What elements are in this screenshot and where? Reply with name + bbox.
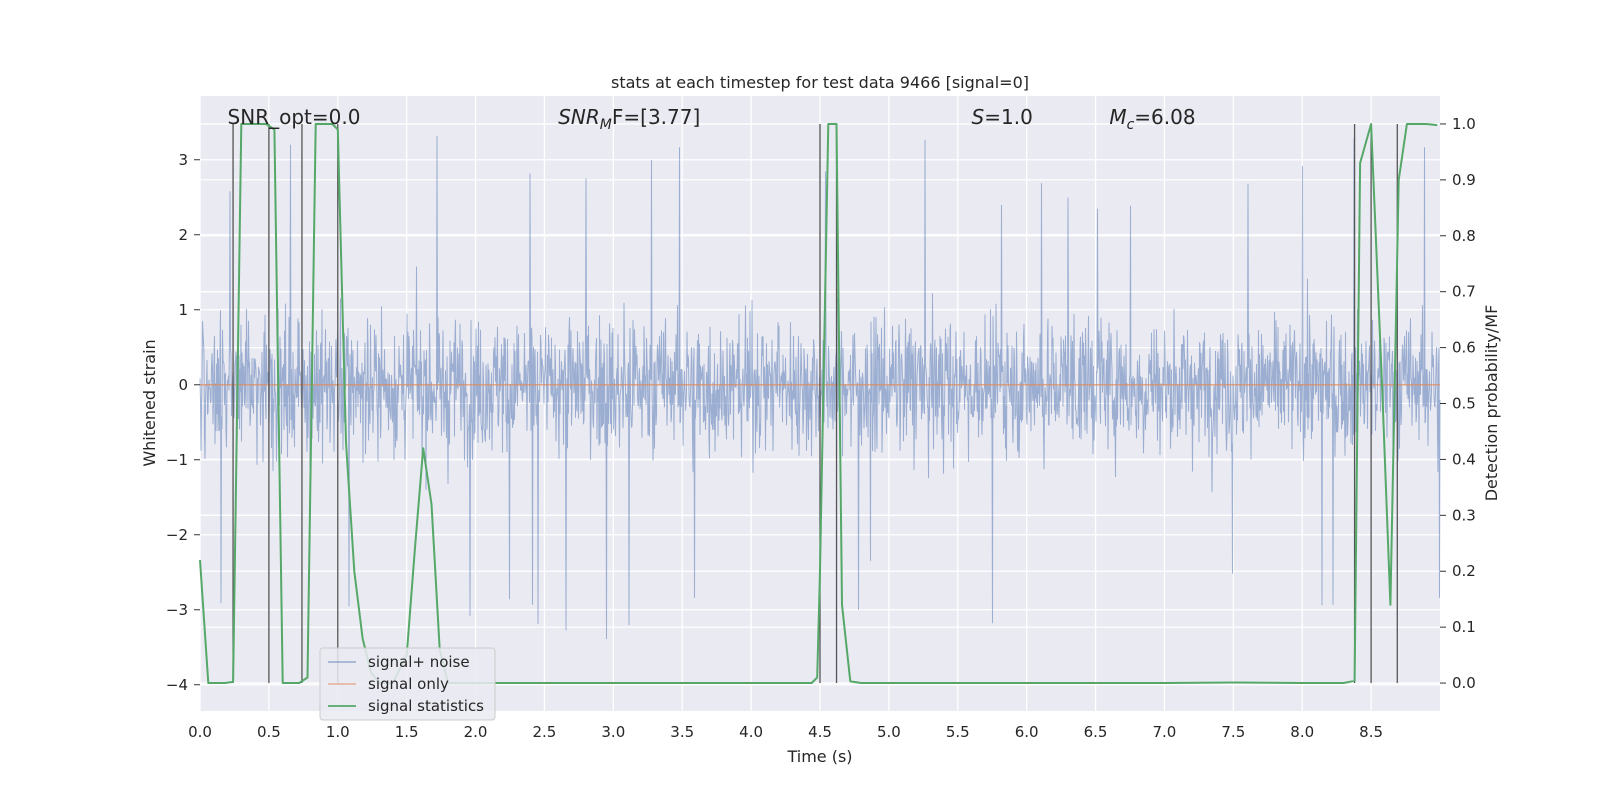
x-tick-label-3: 1.5 (395, 723, 419, 741)
right-tick-label-6: 0.4 (1452, 450, 1476, 468)
x-tick-label-7: 3.5 (670, 723, 694, 741)
x-tick-label-8: 4.0 (739, 723, 763, 741)
left-tick-label-2: 1 (178, 301, 188, 319)
legend-label-signal-statistics: signal statistics (368, 697, 484, 715)
left-tick-label-4: −1 (166, 451, 188, 469)
x-tick-label-10: 5.0 (877, 723, 901, 741)
y-axis-label-left: Whitened strain (140, 339, 159, 466)
legend-label-signal-noise: signal+ noise (368, 653, 470, 671)
x-tick-label-1: 0.5 (257, 723, 281, 741)
right-tick-label-3: 0.7 (1452, 283, 1476, 301)
legend-box (319, 647, 496, 721)
x-tick-label-9: 4.5 (808, 723, 832, 741)
legend: signal+ noise signal only signal statist… (319, 647, 496, 721)
right-axis: 1.0 0.9 0.8 0.7 0.6 0.5 0.4 0.3 0.2 0.1 0.0 (1440, 115, 1476, 692)
right-tick-label-9: 0.1 (1452, 618, 1476, 636)
right-tick-label-8: 0.2 (1452, 562, 1476, 580)
x-tick-label-0: 0.0 (188, 723, 212, 741)
legend-label-signal-only: signal only (368, 675, 449, 693)
annotation-0: SNR_opt=0.0 (228, 105, 361, 129)
chart-title: stats at each timestep for test data 946… (611, 73, 1029, 92)
x-tick-label-5: 2.5 (533, 723, 557, 741)
annotation-2: S=1.0 (972, 105, 1033, 129)
left-tick-label-7: −4 (166, 676, 188, 694)
x-tick-label-4: 2.0 (464, 723, 488, 741)
x-axis: 0.0 0.5 1.0 1.5 2.0 2.5 3.0 3.5 4.0 4.5 5.0 5.5 6.0 6… (188, 723, 1383, 741)
annotation-3: Mc=6.08 (1109, 105, 1195, 133)
left-tick-label-3: 0 (178, 376, 188, 394)
right-tick-label-10: 0.0 (1452, 674, 1476, 692)
right-tick-label-4: 0.6 (1452, 339, 1476, 357)
x-tick-label-6: 3.0 (601, 723, 625, 741)
x-tick-label-17: 8.5 (1359, 723, 1383, 741)
annotations: SNR_opt=0.0 SNRMF=[3.77] S=1.0 Mc=6.08 (228, 105, 1196, 133)
x-tick-label-14: 7.0 (1153, 723, 1177, 741)
x-axis-label: Time (s) (786, 747, 852, 766)
x-tick-label-2: 1.0 (326, 723, 350, 741)
x-tick-label-12: 6.0 (1015, 723, 1039, 741)
right-tick-label-0: 1.0 (1452, 115, 1476, 133)
x-tick-label-15: 7.5 (1221, 723, 1245, 741)
right-tick-label-1: 0.9 (1452, 171, 1476, 189)
left-tick-label-0: 3 (178, 151, 188, 169)
x-tick-label-13: 6.5 (1084, 723, 1108, 741)
right-tick-label-2: 0.8 (1452, 227, 1476, 245)
left-tick-label-1: 2 (178, 226, 188, 244)
x-tick-label-11: 5.5 (946, 723, 970, 741)
right-tick-label-7: 0.3 (1452, 506, 1476, 524)
right-tick-label-5: 0.5 (1452, 395, 1476, 413)
x-tick-label-16: 8.0 (1290, 723, 1314, 741)
annotation-1: SNRMF=[3.77] (558, 105, 700, 133)
left-tick-label-6: −3 (166, 601, 188, 619)
y-axis-label-right: Detection probability/MF (1482, 305, 1501, 502)
left-tick-label-5: −2 (166, 526, 188, 544)
left-axis: 3 2 1 0 −1 −2 −3 −4 (166, 151, 200, 694)
